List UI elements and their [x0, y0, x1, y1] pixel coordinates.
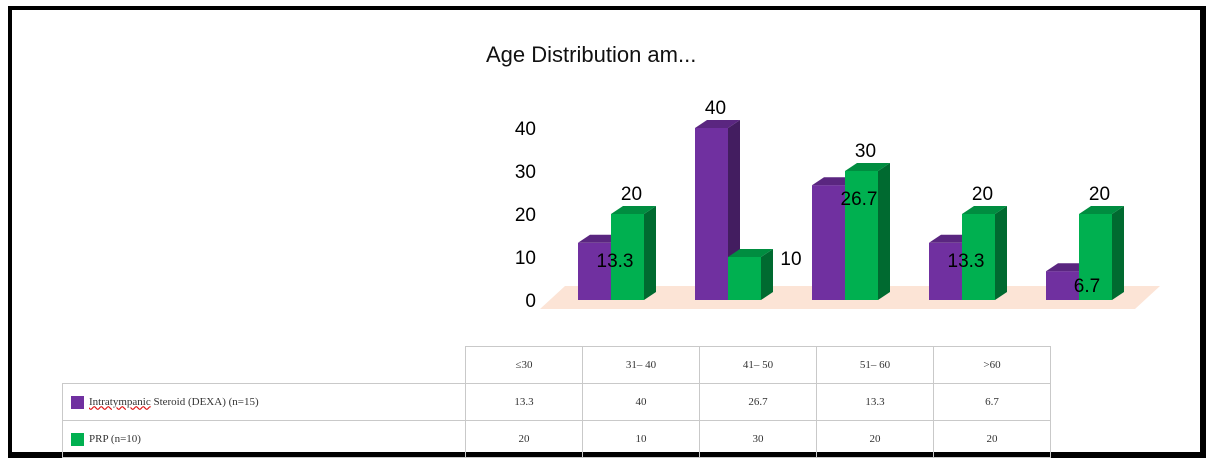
- bar-front: [728, 257, 761, 300]
- bar-side: [995, 206, 1007, 300]
- table-row: Intratympanic Steroid (DEXA) (n=15) 13.3…: [62, 383, 1051, 421]
- y-tick-label: 20: [515, 205, 536, 226]
- y-tick-label: 0: [525, 291, 536, 312]
- bar-side: [644, 206, 656, 300]
- bar-top: [962, 206, 1007, 214]
- data-label: 6.7: [1074, 276, 1100, 297]
- data-table: ≤30 31– 40 41– 50 51– 60 >60 Intratympan…: [62, 346, 1051, 458]
- table-cell: 30: [699, 420, 817, 458]
- data-label: 20: [972, 184, 993, 205]
- bar-side: [1112, 206, 1124, 300]
- data-label: 20: [621, 184, 642, 205]
- table-header-cell: 51– 60: [816, 346, 934, 384]
- bar-top: [728, 249, 773, 257]
- y-tick-label: 10: [515, 248, 536, 269]
- bar-side: [878, 163, 890, 300]
- bar-front: [695, 128, 728, 300]
- y-tick-label: 30: [515, 162, 536, 183]
- bar-top: [695, 120, 740, 128]
- legend-swatch-green: [71, 432, 84, 446]
- bar-front: [845, 171, 878, 300]
- data-label: 13.3: [597, 251, 634, 272]
- legend-swatch-purple: [71, 395, 84, 409]
- bar-front: [812, 185, 845, 300]
- table-corner: [62, 346, 466, 384]
- bar-front: [962, 214, 995, 300]
- data-label: 10: [780, 249, 801, 270]
- data-label: 30: [855, 141, 876, 162]
- table-cell: 20: [465, 420, 583, 458]
- data-label: 20: [1089, 184, 1110, 205]
- bar-top: [611, 206, 656, 214]
- table-cell: 13.3: [816, 383, 934, 421]
- legend-entry-prp: PRP (n=10): [62, 420, 466, 458]
- bar-front: [1046, 271, 1079, 300]
- bar-top: [1079, 206, 1124, 214]
- data-label: 26.7: [841, 189, 878, 210]
- bar-chart: 0 10 20 30 40 13.3 20 40 10 26.7 30 13.3 20 6.7 20: [515, 98, 1160, 312]
- bar-side: [761, 249, 773, 300]
- bar-front: [1079, 214, 1112, 300]
- data-label: 40: [705, 98, 726, 119]
- table-cell: 6.7: [933, 383, 1051, 421]
- table-header-cell: 31– 40: [582, 346, 700, 384]
- legend-label-prefix: Intratympanic: [89, 395, 151, 408]
- table-cell: 10: [582, 420, 700, 458]
- table-row: PRP (n=10) 20 10 30 20 20: [62, 420, 1051, 458]
- table-cell: 40: [582, 383, 700, 421]
- legend-entry-dexa: Intratympanic Steroid (DEXA) (n=15): [62, 383, 466, 421]
- data-label: 13.3: [948, 251, 985, 272]
- bar-top: [845, 163, 890, 171]
- bar-front: [611, 214, 644, 300]
- bar-front: [578, 242, 611, 300]
- legend-label: PRP (n=10): [89, 432, 141, 445]
- chart-title: Age Distribution am...: [486, 42, 697, 67]
- table-cell: 26.7: [699, 383, 817, 421]
- table-header-row: ≤30 31– 40 41– 50 51– 60 >60: [62, 346, 1051, 384]
- table-header-cell: >60: [933, 346, 1051, 384]
- table-cell: 13.3: [465, 383, 583, 421]
- legend-label: Steroid (DEXA) (n=15): [150, 395, 259, 408]
- table-header-cell: ≤30: [465, 346, 583, 384]
- table-cell: 20: [933, 420, 1051, 458]
- table-cell: 20: [816, 420, 934, 458]
- bar-front: [929, 242, 962, 300]
- y-tick-label: 40: [515, 119, 536, 140]
- table-header-cell: 41– 50: [699, 346, 817, 384]
